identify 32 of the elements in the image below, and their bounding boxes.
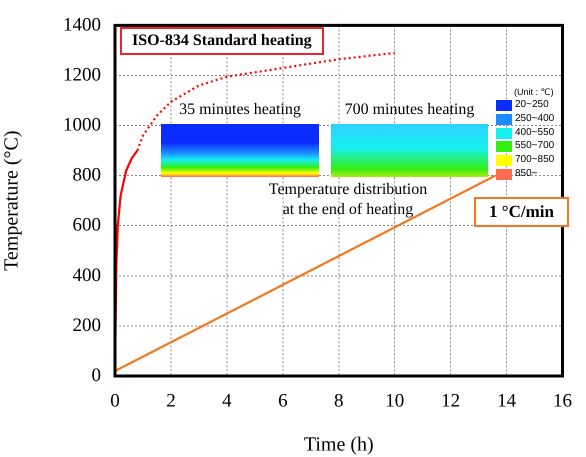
annotation: 700~850 [515, 154, 554, 166]
x-tick-label: 12 [441, 390, 460, 412]
x-axis-title: Time (h) [304, 433, 374, 456]
annotation: 250~400 [515, 112, 554, 124]
annotation: Temperature distribution [268, 180, 428, 200]
annotation: (Unit : ℃) [514, 87, 554, 98]
x-tick-label: 0 [110, 390, 120, 412]
annotation: 850~ [515, 168, 538, 179]
x-tick-label: 4 [222, 390, 232, 412]
x-tick-label: 10 [385, 390, 404, 412]
annotation: 35 minutes heating [178, 101, 302, 119]
annotation: 550~700 [515, 140, 554, 152]
y-tick-label: 800 [72, 164, 101, 186]
x-tick-label: 6 [278, 390, 288, 412]
x-tick-label: 8 [334, 390, 344, 412]
x-tick-label: 2 [166, 390, 176, 412]
y-axis-title: Temperature (°C) [0, 130, 22, 271]
annotation: 20~250 [515, 99, 549, 110]
y-tick-label: 200 [72, 314, 101, 336]
y-tick-label: 1200 [63, 64, 101, 86]
annotation: ISO-834 Standard heating [120, 27, 324, 55]
x-tick-label: 16 [553, 390, 572, 412]
y-tick-label: 600 [72, 214, 101, 236]
x-tick-label: 14 [497, 390, 517, 412]
annotation: 400~550 [515, 126, 554, 138]
annotation: at the end of heating [282, 200, 414, 220]
y-tick-label: 400 [72, 264, 101, 286]
y-tick-label: 0 [92, 364, 101, 386]
annotation: 700 minutes heating [344, 101, 476, 119]
y-tick-label: 1400 [63, 14, 101, 36]
annotation: 1 °C/min [474, 197, 569, 227]
y-tick-label: 1000 [63, 114, 101, 136]
